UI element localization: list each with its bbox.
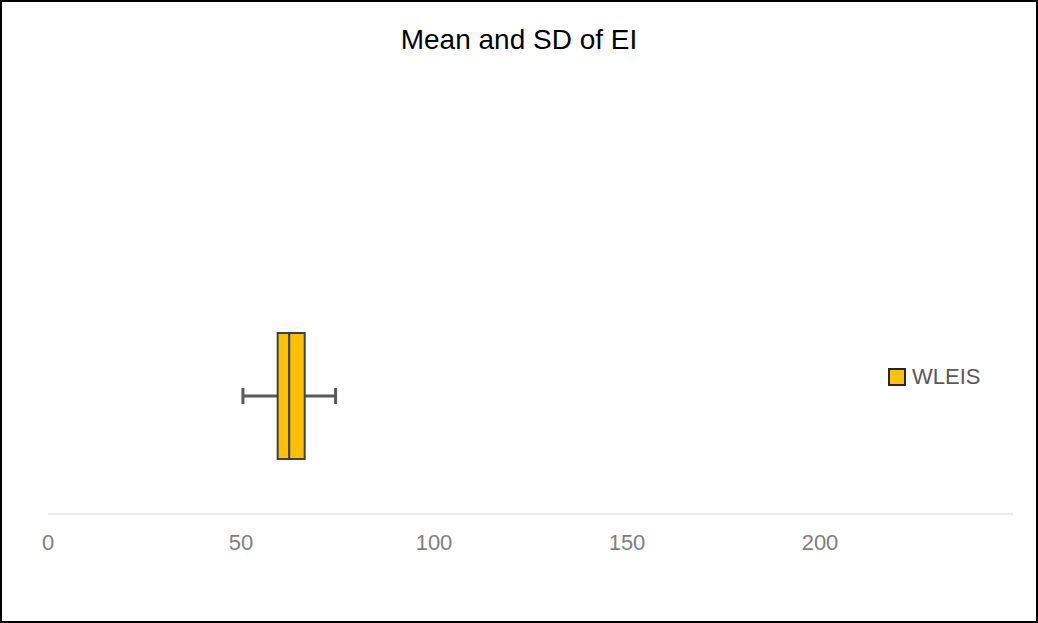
html-text:Mean and SD of EI: Mean and SD of EI bbox=[400, 24, 638, 55]
svg-text:0: 0 bbox=[42, 530, 54, 555]
svg-text:100: 100 bbox=[416, 530, 453, 555]
html-text:WLEIS: WLEIS bbox=[912, 364, 981, 389]
svg-text:200: 200 bbox=[802, 530, 839, 555]
svg-text:150: 150 bbox=[609, 530, 646, 555]
svg-text:50: 50 bbox=[229, 530, 253, 555]
